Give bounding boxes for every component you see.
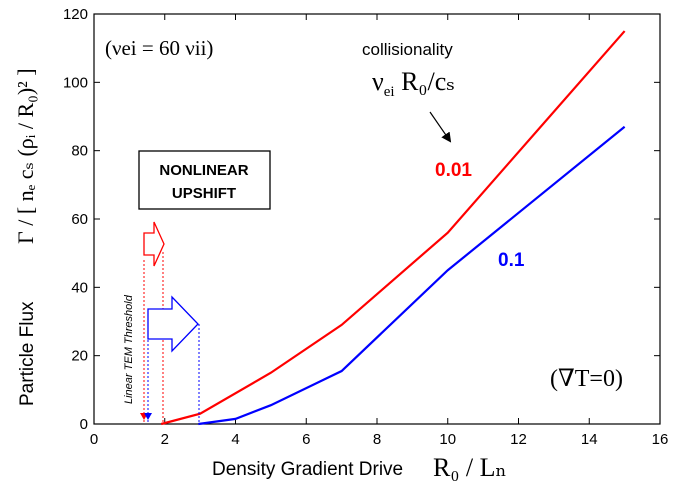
y-tick-label: 40 (71, 279, 88, 296)
collisionality-arrow (429, 111, 452, 143)
y-axis: 0 20 40 60 80 100 120 (63, 6, 660, 433)
series-label-0.1: 0.1 (498, 250, 525, 271)
y-tick-label: 60 (71, 211, 88, 228)
y-tick-label: 100 (63, 74, 88, 91)
x-tick-label: 2 (161, 431, 169, 448)
red-upshift-arrow (143, 221, 165, 267)
y-tick-label: 20 (71, 348, 88, 365)
collisionality-sub: ei (384, 84, 395, 100)
x-axis-label-math: R₀ / Lₙ (433, 453, 507, 482)
collisionality-title: collisionality (362, 40, 453, 59)
collisionality-rest: R₀/cₛ (395, 67, 455, 96)
x-tick-label: 10 (439, 431, 456, 448)
x-tick-label: 6 (302, 431, 310, 448)
x-tick-label: 4 (231, 431, 239, 448)
collision-ratio: (νei = 60 νii) (105, 36, 213, 60)
x-tick-label: 0 (90, 431, 98, 448)
collisionality-expr: νei R₀/cₛ (372, 67, 455, 100)
nonlinear-line2: UPSHIFT (172, 185, 236, 202)
y-axis-label: Particle Flux (17, 301, 38, 406)
y-axis-label-math: Γ / [ nₑ cₛ (ρᵢ / R₀)² ] (13, 68, 38, 244)
threshold-markers (140, 221, 200, 422)
y-tick-label: 120 (63, 6, 88, 23)
series-line-0.01 (160, 30, 626, 426)
blue-upshift-arrow (147, 295, 199, 353)
x-tick-label: 8 (373, 431, 381, 448)
series-line-0.1 (198, 125, 626, 426)
x-tick-label: 14 (581, 431, 598, 448)
nonlinear-box (138, 150, 271, 210)
x-tick-label: 12 (510, 431, 527, 448)
series-label-0.01: 0.01 (435, 160, 472, 181)
threshold-label: Linear TEM Threshold (123, 294, 135, 404)
y-tick-label: 0 (80, 416, 88, 433)
collisionality-nu: ν (372, 67, 384, 96)
x-axis: 0 2 4 6 8 10 12 14 16 (90, 14, 669, 448)
x-axis-label: Density Gradient Drive (212, 459, 403, 480)
nonlinear-line1: NONLINEAR (159, 162, 248, 179)
y-tick-label: 80 (71, 143, 88, 160)
x-tick-label: 16 (652, 431, 669, 448)
grad-t-label: (∇T=0) (550, 366, 623, 392)
